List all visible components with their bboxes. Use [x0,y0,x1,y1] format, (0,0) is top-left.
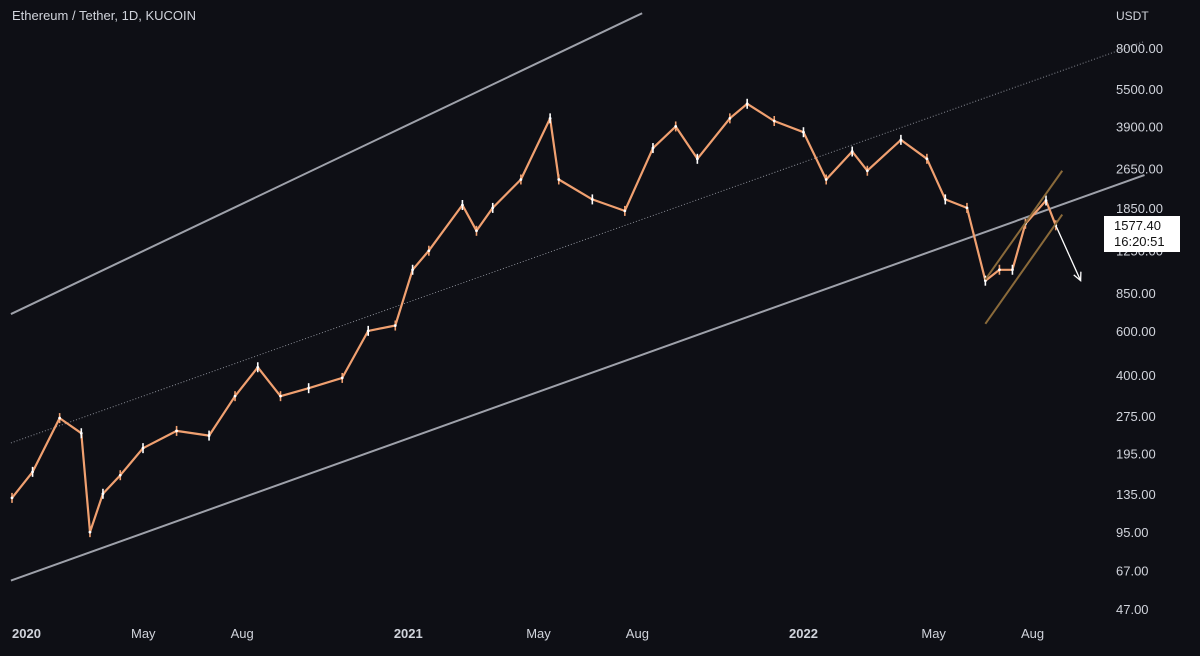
x-tick-label: May [921,626,946,641]
x-tick-label: Aug [231,626,254,641]
data-point [461,203,464,207]
y-tick-label: 3900.00 [1116,119,1163,134]
data-point [141,446,145,450]
data-point [233,394,237,398]
data-point [998,268,1001,272]
data-point [965,206,969,210]
projection-arrow [1055,225,1082,283]
x-tick-label: Aug [626,626,649,641]
price-series [10,98,1058,538]
channel-line-upper [10,12,643,315]
y-tick-label: 47.00 [1116,602,1149,617]
data-point [772,119,776,123]
data-point [118,473,122,477]
last-price: 1577.40 [1114,218,1161,233]
x-tick-label: 2022 [789,626,818,641]
data-point [31,470,34,474]
data-point [802,130,805,134]
y-tick-label: 67.00 [1116,563,1149,578]
y-tick-label: 5500.00 [1116,82,1163,97]
data-point [745,102,749,106]
bar-countdown: 16:20:51 [1114,234,1165,249]
y-tick-label: 8000.00 [1116,41,1163,56]
currency-label: USDT [1116,9,1149,23]
data-point [548,116,552,120]
data-point [411,268,415,272]
wedge-line-upper [984,170,1064,281]
data-point [393,324,397,327]
rising-wedge [984,170,1064,325]
y-tick-label: 135.00 [1116,487,1156,502]
time-axis[interactable]: 2020 May Aug 2021 May Aug 2022 May Aug [12,626,1044,641]
data-point [728,116,732,120]
chart-title: Ethereum / Tether, 1D, KUCOIN [12,8,196,23]
data-point [475,229,478,233]
arrow-head [1073,271,1082,283]
y-tick-label: 275.00 [1116,409,1156,424]
wedge-line-lower [984,214,1064,325]
y-tick-label: 600.00 [1116,324,1156,339]
y-tick-label: 1850.00 [1116,201,1163,216]
x-tick-label: 2021 [394,626,423,641]
data-point [519,178,523,181]
data-point [623,209,627,213]
y-tick-label: 2650.00 [1116,162,1163,177]
data-point [366,329,370,333]
data-point [899,138,903,142]
data-point [651,146,655,150]
price-axis[interactable]: 8000.005500.003900.002650.001850.001250.… [1116,41,1163,617]
data-point [88,530,92,534]
arrow-shaft [1055,225,1082,281]
data-point [695,157,699,161]
data-point [590,197,594,201]
channel-lines [10,12,1145,582]
x-tick-label: May [526,626,551,641]
y-tick-label: 400.00 [1116,368,1156,383]
y-tick-label: 850.00 [1116,286,1156,301]
data-point [943,197,947,201]
data-point [10,496,14,500]
x-tick-label: May [131,626,156,641]
data-point [850,150,854,153]
data-point [865,169,869,173]
y-tick-label: 95.00 [1116,525,1149,540]
data-point [256,365,260,369]
data-point [279,394,282,398]
price-line [11,102,1057,534]
channel-line-lower [10,174,1145,582]
data-point [101,492,105,496]
y-tick-label: 195.00 [1116,447,1156,462]
data-point [340,376,344,380]
data-point [491,206,495,210]
data-point [674,125,678,128]
data-point [307,386,311,390]
data-point [58,416,62,420]
data-point [1044,199,1048,202]
x-tick-label: Aug [1021,626,1044,641]
x-tick-label: 2020 [12,626,41,641]
data-point [207,434,211,437]
data-point [1011,268,1014,272]
data-point [557,178,561,181]
last-price-label: 1577.40 16:20:51 [1104,216,1180,252]
data-point [824,178,828,181]
channel-line-middle [10,40,1145,444]
data-point [175,429,178,433]
data-point [79,431,83,435]
data-point [925,157,929,161]
data-point [427,249,431,253]
